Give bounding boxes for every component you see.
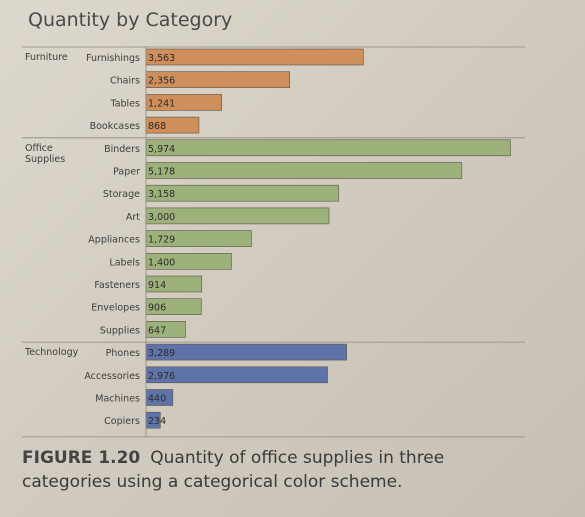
bar-furnishings xyxy=(145,48,364,66)
subcategory-label: Chairs xyxy=(110,76,140,87)
value-label: 1,729 xyxy=(148,235,175,246)
value-label: 2,356 xyxy=(148,76,175,87)
subcategory-label: Copiers xyxy=(104,416,140,427)
category-label: Office xyxy=(25,143,53,154)
value-label: 906 xyxy=(148,303,166,314)
subcategory-label: Accessories xyxy=(84,371,140,382)
bar-binders xyxy=(145,139,511,157)
value-label: 1,241 xyxy=(148,98,175,109)
value-label: 1,400 xyxy=(148,257,175,268)
subcategory-label: Machines xyxy=(95,394,140,405)
category-label: Supplies xyxy=(25,154,65,165)
value-label: 234 xyxy=(148,416,166,427)
value-label: 3,158 xyxy=(148,189,175,200)
subcategory-label: Phones xyxy=(106,348,140,359)
value-label: 647 xyxy=(148,325,166,336)
subcategory-label: Appliances xyxy=(88,235,140,246)
subcategory-label: Bookcases xyxy=(90,121,140,132)
chart-title: Quantity by Category xyxy=(28,9,233,31)
subcategory-label: Storage xyxy=(103,189,140,200)
subcategory-label: Fasteners xyxy=(94,280,140,291)
value-label: 3,289 xyxy=(148,348,175,359)
value-label: 5,178 xyxy=(148,167,175,178)
subcategory-label: Art xyxy=(126,212,140,223)
figure-label: FIGURE 1.20 xyxy=(22,448,141,468)
value-label: 914 xyxy=(148,280,166,291)
subcategory-label: Envelopes xyxy=(91,303,140,314)
bar-phones xyxy=(145,343,347,361)
value-label: 3,563 xyxy=(148,53,175,64)
value-label: 440 xyxy=(148,394,166,405)
caption-text: Quantity of office supplies in three cat… xyxy=(22,448,445,492)
subcategory-label: Labels xyxy=(109,257,140,268)
category-label: Furniture xyxy=(25,52,68,63)
figure-caption: FIGURE 1.20 Quantity of office supplies i… xyxy=(22,446,492,494)
value-label: 2,976 xyxy=(148,371,175,382)
value-label: 868 xyxy=(148,121,166,132)
subcategory-label: Binders xyxy=(104,144,140,155)
category-label: Technology xyxy=(24,347,79,358)
value-label: 5,974 xyxy=(148,144,175,155)
value-label: 3,000 xyxy=(148,212,175,223)
bar-paper xyxy=(145,162,463,179)
subcategory-label: Supplies xyxy=(100,325,140,336)
subcategory-label: Furnishings xyxy=(86,53,140,64)
subcategory-label: Paper xyxy=(113,167,140,178)
subcategory-label: Tables xyxy=(109,98,140,109)
